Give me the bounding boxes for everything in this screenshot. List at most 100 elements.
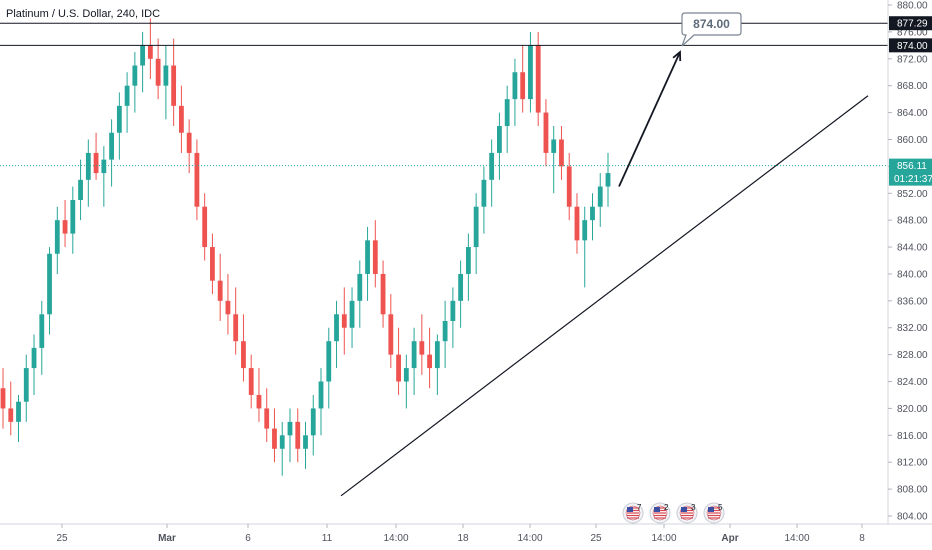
candle-body[interactable] [217,280,223,301]
candle-body[interactable] [279,435,285,449]
candle-body[interactable] [458,273,464,301]
level-price-label: 874.00 [897,41,928,52]
candle-body[interactable] [16,401,21,422]
candle-body[interactable] [442,321,448,342]
candle-body[interactable] [8,408,14,422]
candle-body[interactable] [597,186,603,207]
candle-body[interactable] [582,220,588,241]
candle-body[interactable] [303,435,308,449]
time-tick-label: 6 [245,533,251,544]
candle-body[interactable] [31,347,37,369]
candle-body[interactable] [287,421,293,436]
event-flag[interactable]: 5 [703,502,725,524]
candle-body[interactable] [520,72,526,100]
candle-body[interactable] [140,45,146,66]
candle-body[interactable] [256,394,262,409]
candle-body[interactable] [357,273,363,301]
candle-body[interactable] [334,314,339,342]
candle-body[interactable] [0,388,6,409]
candle-body[interactable] [434,341,440,369]
candle-body[interactable] [473,206,479,248]
candle-body[interactable] [39,314,45,348]
candle-body[interactable] [497,126,502,153]
price-tick-label: 804.00 [897,512,928,523]
candle-body[interactable] [202,206,208,248]
candle-body[interactable] [109,132,114,160]
candle-body[interactable] [551,139,557,153]
projection-arrow[interactable] [618,51,681,187]
price-tick-label: 872.00 [897,54,928,65]
candle-body[interactable] [101,159,107,174]
candle-body[interactable] [23,368,29,402]
ascending-trendline[interactable] [340,95,869,497]
candle-body[interactable] [186,132,192,153]
candle-body[interactable] [178,105,184,133]
candle-body[interactable] [241,341,246,369]
candle-body[interactable] [535,45,541,113]
candle-body[interactable] [605,173,611,187]
candle-body[interactable] [295,421,301,449]
candle-body[interactable] [574,206,580,241]
candle-body[interactable] [349,300,355,328]
event-flag[interactable]: 7 [622,502,644,524]
candle-body[interactable] [403,368,409,382]
price-tick-label: 840.00 [897,269,928,280]
price-tick-label: 832.00 [897,323,928,334]
candle-body[interactable] [411,341,417,369]
candle-body[interactable] [528,45,533,100]
candle-body[interactable] [372,240,378,274]
candle-body[interactable] [512,72,518,100]
candle-body[interactable] [504,99,510,127]
candle-body[interactable] [132,65,138,86]
candle-body[interactable] [78,179,83,200]
candle-body[interactable] [210,247,215,281]
candle-body[interactable] [566,166,572,207]
candle-body[interactable] [318,381,324,409]
price-tick-label: 880.00 [897,1,928,12]
candle-body[interactable] [419,341,425,355]
symbol-title: Platinum / U.S. Dollar, 240, IDC [6,8,160,20]
candle-body[interactable] [326,341,332,382]
candle-body[interactable] [233,314,239,342]
event-flag[interactable]: 3 [676,502,698,524]
candle-body[interactable] [341,314,347,328]
candle-body[interactable] [124,85,130,106]
candle-body[interactable] [54,220,60,254]
candle-body[interactable] [248,368,254,395]
price-tick-label: 868.00 [897,81,928,92]
candle-body[interactable] [47,253,52,315]
candle-body[interactable] [70,199,76,234]
event-flags[interactable]: 7 2 3 5 [622,502,725,524]
candle-body[interactable] [116,105,122,133]
candle-body[interactable] [163,65,169,86]
candle-body[interactable] [427,354,433,369]
candle-body[interactable] [194,152,200,207]
candle-body[interactable] [85,152,91,180]
candle-body[interactable] [465,247,471,274]
candle-body[interactable] [171,65,177,106]
candle-body[interactable] [225,300,231,315]
candle-body[interactable] [62,220,68,234]
candle-body[interactable] [396,354,401,382]
price-axis[interactable]: 880.00 876.00 872.00 868.00 864.00 860.00 856.… [888,1,932,523]
candle-body[interactable] [155,58,161,86]
candle-body[interactable] [559,139,564,167]
candle-body[interactable] [272,428,277,449]
event-flag[interactable]: 2 [649,502,671,524]
time-axis[interactable]: 25 Mar 6 11 14:00 18 14:00 25 14:00 Apr 14:00 8 [56,524,865,544]
candle-body[interactable] [388,314,394,355]
candle-body[interactable] [365,240,370,274]
candle-body[interactable] [481,179,487,207]
candle-body[interactable] [543,112,549,153]
candle-body[interactable] [264,408,270,429]
target-annotation[interactable]: 874.00 [681,12,742,47]
candle-body[interactable] [489,152,495,180]
candle-body[interactable] [93,152,99,174]
candle-body[interactable] [310,408,316,436]
candle-body[interactable] [147,45,153,59]
candle-body[interactable] [380,273,386,315]
price-tick-label: 852.00 [897,189,928,200]
candle-body[interactable] [450,300,456,322]
candle-body[interactable] [590,206,595,221]
